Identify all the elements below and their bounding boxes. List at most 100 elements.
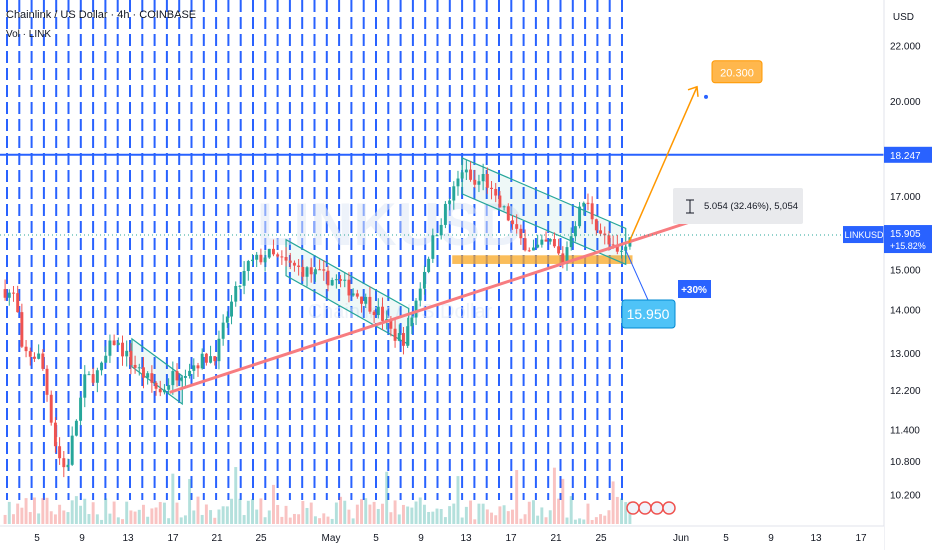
support-zone[interactable] [452,255,633,264]
candle-body [376,306,380,316]
candle-body [372,311,376,316]
price-axis[interactable]: 22.000 20.000 17.000 15.000 14.000 13.000 12.2… [883,0,932,550]
volume-bar [24,498,28,524]
volume-bar [53,514,57,524]
economic-event-icon[interactable] [638,501,652,515]
candle-body [24,346,28,352]
time-tick: 25 [595,533,607,544]
watermark-symbol: LINKUSD [257,191,524,258]
candle-body [561,253,565,264]
candle-body [469,169,473,180]
last-price-text: 15.905 [890,229,921,240]
candle-body [45,368,49,395]
candle-body [485,173,489,188]
volume-bar [37,513,41,524]
candle-body [477,181,481,185]
currency-label[interactable]: USD [892,12,914,23]
volume-bar [607,510,611,524]
volume-bar [91,502,95,524]
volume-bar [355,504,359,524]
target-dot [704,94,708,99]
volume-bar [343,500,347,524]
volume-bar [376,508,380,524]
volume-bar [7,501,11,524]
economic-event-icon[interactable] [662,501,676,515]
volume-bar [452,503,456,524]
candle-body [297,265,301,267]
candle-body [494,188,498,196]
vertical-grid-lines [6,0,623,500]
candle-body [624,246,628,251]
candle-body [7,292,11,298]
time-tick: 13 [122,533,134,544]
economic-event-icon[interactable] [626,501,640,515]
time-axis[interactable]: 5 9 13 17 21 25 May 5 9 13 17 21 25 Jun 5 9 13 17 [0,525,884,550]
volume-bar [511,509,514,524]
volume-bar [389,512,393,524]
candle-body [167,385,171,390]
volume-bar [406,506,410,524]
last-price-tag[interactable] [884,225,932,254]
volume-bar [62,510,66,524]
candle-body [200,353,204,369]
volume-bar [188,479,192,524]
time-axis-bg [0,526,884,550]
candle-body [364,296,368,304]
volume-bar [213,517,217,524]
time-tick: 17 [167,533,179,544]
candle-body [79,397,83,421]
candle-body [272,248,275,255]
candle-body [431,235,435,259]
ascending-trendline[interactable] [169,213,711,394]
candle-body [611,244,615,246]
volume-bar [74,496,78,524]
volume-bar [267,510,271,524]
volume-bar [360,499,363,524]
volume-bar [548,510,552,524]
volume-bar [83,498,87,524]
volume-bar [284,505,288,524]
candle-body [175,371,179,381]
candle-body [154,382,158,389]
volume-bar [225,506,229,524]
volume-bar [586,503,590,524]
measure-tooltip[interactable] [673,188,803,224]
candle-body [53,422,57,447]
candle-body [523,238,527,251]
candle-body [330,280,334,286]
target-arrow[interactable] [628,86,698,243]
current-price-label: 15.950 [627,306,670,322]
candle-body [301,266,305,277]
candle-body [288,260,292,263]
candle-body [557,246,561,254]
volume-bar [578,518,582,524]
candle-body [502,206,506,208]
volume-bar [334,502,338,524]
volume-bar [393,500,397,524]
time-tick: Jun [673,533,689,544]
volume-bar [523,514,527,524]
candle-body [569,236,573,248]
descending-channel[interactable] [461,156,627,266]
volume-bar [246,500,250,524]
volume-bar [104,498,108,524]
candle-body [397,333,401,341]
candle-body [393,328,397,341]
volume-bar [368,504,372,524]
candle-body [343,279,347,281]
economic-event-icon[interactable] [650,501,664,515]
candle-body [188,370,192,377]
volume-bar [397,514,401,524]
target-label-box[interactable] [711,60,763,84]
volume-bar [116,517,120,524]
candle-body [242,271,246,286]
candle-body [620,250,623,252]
resistance-price-tag[interactable] [884,146,932,163]
gain-label-box[interactable] [678,280,711,298]
symbol-tag[interactable] [843,226,884,244]
current-price-box[interactable] [621,299,676,329]
price-tick: 17.000 [890,192,921,203]
candle-body [108,340,112,356]
time-tick: 9 [768,533,774,544]
